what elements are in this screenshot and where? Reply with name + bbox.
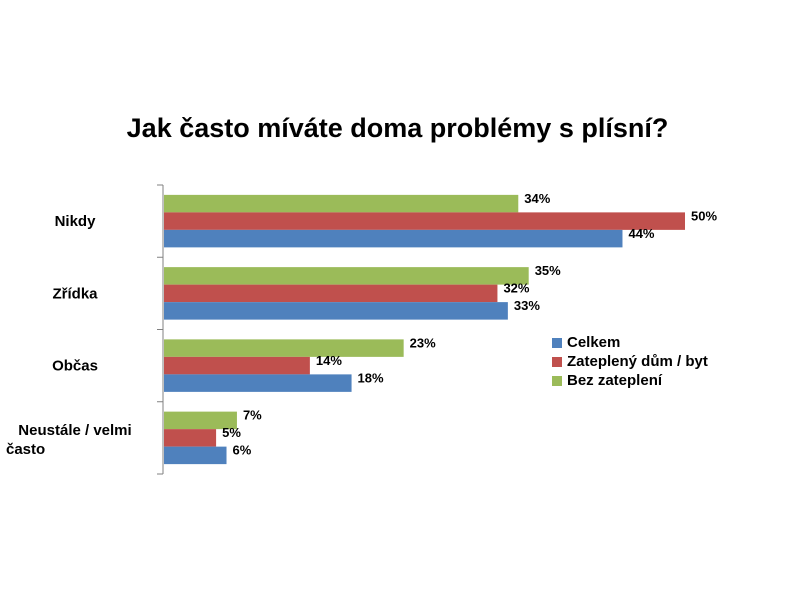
- bar: [164, 429, 217, 447]
- data-label: 5%: [222, 425, 241, 440]
- legend-label: Bez zateplení: [567, 372, 663, 389]
- bar: [164, 446, 227, 465]
- bar: [164, 284, 498, 303]
- data-label: 44%: [628, 226, 654, 241]
- bar: [164, 411, 237, 430]
- legend-label: Zateplený dům / byt: [567, 353, 708, 370]
- chart-title: Jak často míváte doma problémy s plísní?: [126, 113, 669, 143]
- category-label: Nikdy: [55, 213, 97, 230]
- bar: [164, 194, 519, 213]
- data-label: 32%: [503, 281, 529, 296]
- bar: [164, 302, 508, 320]
- data-label: 34%: [524, 191, 550, 206]
- legend-swatch: [552, 337, 562, 348]
- category-label: Zřídka: [52, 285, 98, 302]
- bar: [164, 374, 352, 392]
- category-label: Občas: [52, 358, 98, 375]
- data-label: 50%: [691, 208, 717, 223]
- legend-item: Zateplený dům / byt: [552, 352, 708, 371]
- legend-item: Celkem: [552, 333, 708, 352]
- category-label: Neustále / velmi často: [6, 422, 132, 458]
- legend-swatch: [552, 356, 562, 367]
- bar: [164, 212, 685, 230]
- legend-item: Bez zateplení: [552, 371, 708, 390]
- legend-swatch: [552, 375, 562, 386]
- bar: [164, 339, 404, 357]
- data-label: 18%: [358, 370, 384, 385]
- legend: Celkem Zateplený dům / byt Bez zateplení: [552, 333, 708, 390]
- data-label: 6%: [233, 443, 252, 458]
- data-label: 14%: [316, 353, 342, 368]
- data-label: 35%: [535, 263, 561, 278]
- data-label: 23%: [410, 335, 436, 350]
- legend-label: Celkem: [567, 334, 621, 351]
- data-label: 33%: [514, 298, 540, 313]
- bar: [164, 356, 310, 375]
- bar: [164, 229, 623, 248]
- data-label: 7%: [243, 408, 262, 423]
- bar: [164, 267, 529, 285]
